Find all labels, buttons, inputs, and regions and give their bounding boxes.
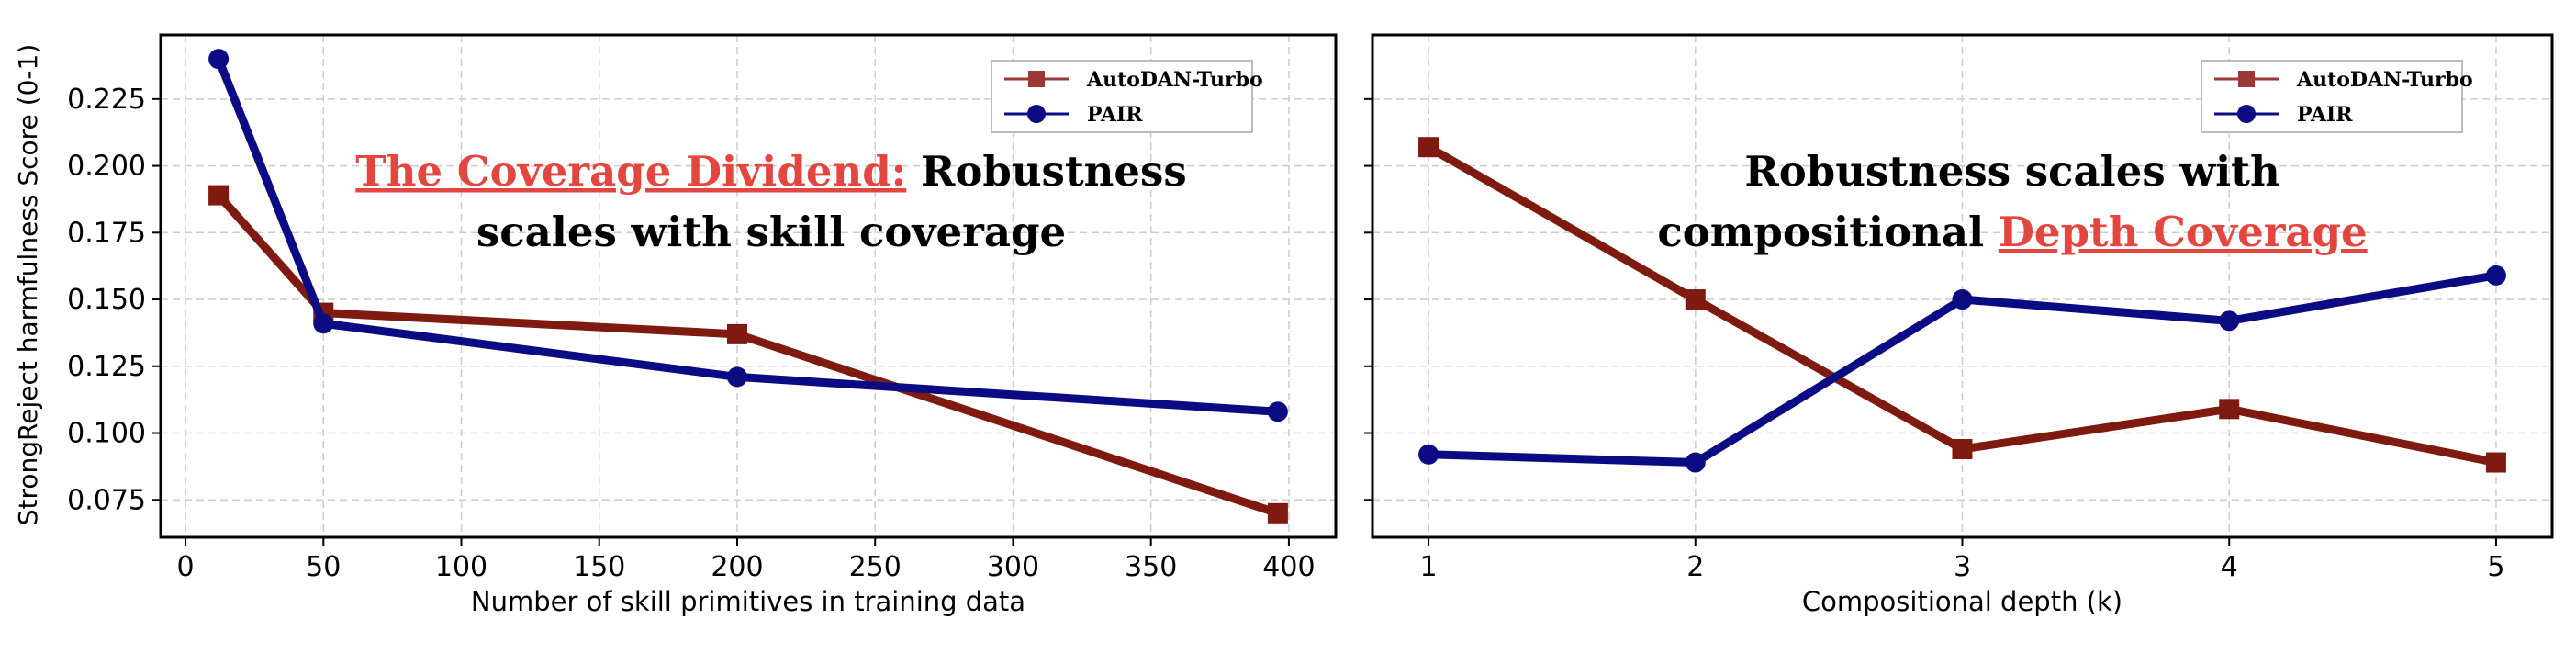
y-tick-label: 0.150 xyxy=(67,284,146,316)
title-text: Robustness xyxy=(906,147,1186,196)
data-point-autodan-turbo xyxy=(1267,502,1288,524)
data-point-autodan-turbo xyxy=(2485,452,2506,473)
legend-marker-autodan-turbo xyxy=(1028,71,1045,87)
x-tick-label: 2 xyxy=(1686,551,1704,583)
title-text: scales with skill coverage xyxy=(476,208,1066,256)
chart-title-line-1: Robustness scales with xyxy=(1744,147,2279,196)
x-tick-label: 400 xyxy=(1262,551,1315,583)
data-point-pair xyxy=(726,366,747,388)
chart-title-line-2: compositional Depth Coverage xyxy=(1657,208,2367,256)
x-tick-label: 150 xyxy=(573,551,625,583)
title-highlight: Depth Coverage xyxy=(1999,208,2368,256)
data-point-autodan-turbo xyxy=(1952,438,1973,459)
data-point-autodan-turbo xyxy=(2219,399,2240,420)
right-panel: 1 2 3 4 5 Compositional depth (k) Robustness s… xyxy=(1364,33,2554,617)
series-line-autodan-turbo xyxy=(214,191,1282,518)
x-tick-label: 350 xyxy=(1125,551,1177,583)
y-tick-label: 0.225 xyxy=(67,84,146,116)
data-point-pair xyxy=(1952,289,1973,310)
y-axis-label: StrongReject harmfulness Score (0-1) xyxy=(13,44,43,526)
legend-marker-pair xyxy=(2237,105,2256,123)
y-tick-label: 0.100 xyxy=(67,418,146,450)
legend-label: AutoDAN-Turbo xyxy=(1086,68,1263,92)
legend-label: PAIR xyxy=(2297,103,2353,127)
data-point-pair xyxy=(1418,444,1439,465)
chart-title-line-1: The Coverage Dividend: Robustness xyxy=(355,147,1186,196)
data-point-pair xyxy=(208,49,230,70)
plot-frame xyxy=(159,33,1338,539)
x-tick-label: 250 xyxy=(849,551,902,583)
y-tick-label: 0.125 xyxy=(67,351,146,383)
title-text: compositional xyxy=(1657,208,1998,256)
y-tick-label: 0.175 xyxy=(67,217,146,249)
x-tick-label: 5 xyxy=(2487,551,2504,583)
data-point-autodan-turbo xyxy=(208,185,230,206)
plot-frame xyxy=(1371,33,2554,539)
x-tick-label: 1 xyxy=(1420,551,1438,583)
x-tick-label: 3 xyxy=(1954,551,1971,583)
legend-label: PAIR xyxy=(1087,103,1143,127)
y-tick-label: 0.200 xyxy=(67,151,146,183)
title-text: Robustness scales with xyxy=(1744,147,2279,196)
x-axis-label: Number of skill primitives in training d… xyxy=(471,586,1025,617)
data-point-pair xyxy=(1685,452,1706,473)
legend-marker-pair xyxy=(1027,105,1046,123)
legend-marker-autodan-turbo xyxy=(2238,71,2255,87)
x-tick-label: 0 xyxy=(176,551,194,583)
x-axis-label: Compositional depth (k) xyxy=(1802,586,2122,617)
x-tick-label: 200 xyxy=(711,551,763,583)
data-point-pair xyxy=(2219,310,2240,332)
x-tick-label: 4 xyxy=(2221,551,2238,583)
data-point-autodan-turbo xyxy=(1418,137,1439,158)
data-point-autodan-turbo xyxy=(726,323,747,344)
series-line-pair xyxy=(214,54,1282,416)
x-tick-label: 50 xyxy=(306,551,341,583)
chart-title-line-2: scales with skill coverage xyxy=(476,208,1066,256)
legend-label: AutoDAN-Turbo xyxy=(2296,68,2473,92)
data-point-pair xyxy=(1267,401,1288,422)
title-highlight: The Coverage Dividend: xyxy=(355,147,906,196)
x-tick-label: 100 xyxy=(435,551,487,583)
data-point-autodan-turbo xyxy=(1685,289,1706,310)
data-point-pair xyxy=(2485,265,2506,286)
x-tick-label: 300 xyxy=(987,551,1039,583)
y-tick-label: 0.075 xyxy=(67,484,146,516)
left-panel: 0 50 100 150 200 250 300 350 400 0.075 0.100 0.125 0… xyxy=(67,33,1338,617)
data-point-pair xyxy=(313,313,334,334)
